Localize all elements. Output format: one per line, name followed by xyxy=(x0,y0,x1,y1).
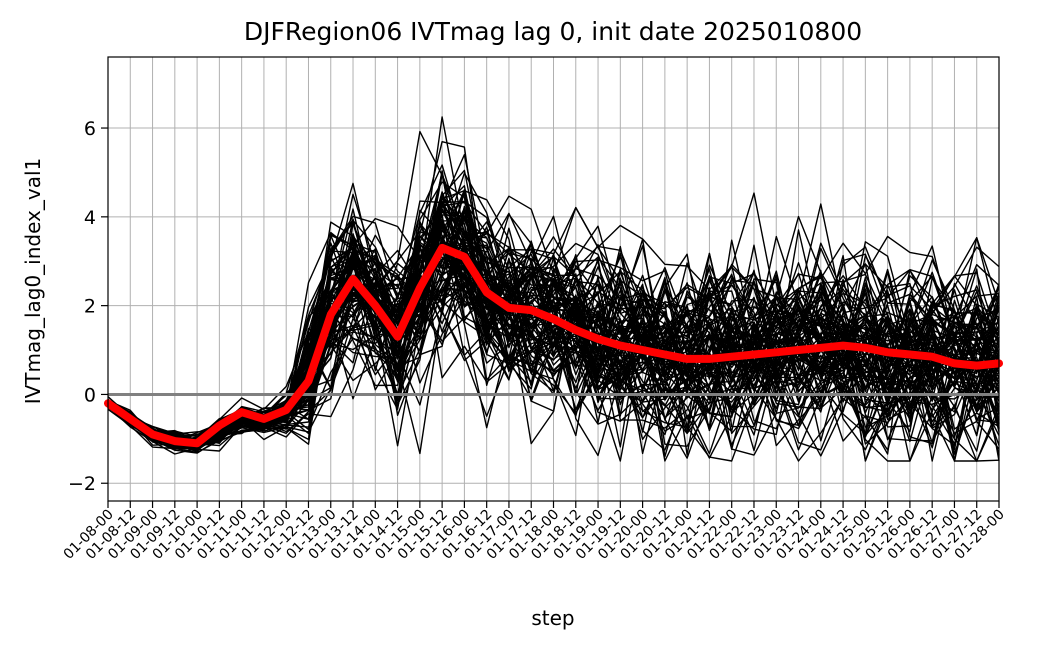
y-tick-label: −2 xyxy=(68,473,96,495)
y-tick-label: 0 xyxy=(84,384,96,406)
ensemble-member-line xyxy=(107,239,1000,444)
y-axis-ticks: −2 0 2 4 6 xyxy=(68,118,108,495)
y-tick-label: 2 xyxy=(84,296,96,318)
x-axis-label: step xyxy=(531,606,574,630)
ensemble-member-line xyxy=(107,202,1000,444)
chart-title: DJFRegion06 IVTmag lag 0, init date 2025… xyxy=(244,17,862,46)
highlighted-series xyxy=(104,243,1003,448)
series-line xyxy=(104,243,1003,448)
y-axis-label: IVTmag_lag0_index_val1 xyxy=(21,158,45,405)
y-tick-label: 6 xyxy=(84,118,96,140)
x-axis-ticks: 01-08-0001-08-1201-09-0001-09-1201-10-00… xyxy=(61,501,1008,563)
y-tick-label: 4 xyxy=(84,207,96,229)
ensemble-member-line xyxy=(107,220,1000,450)
ensemble-member-line xyxy=(107,205,1000,462)
